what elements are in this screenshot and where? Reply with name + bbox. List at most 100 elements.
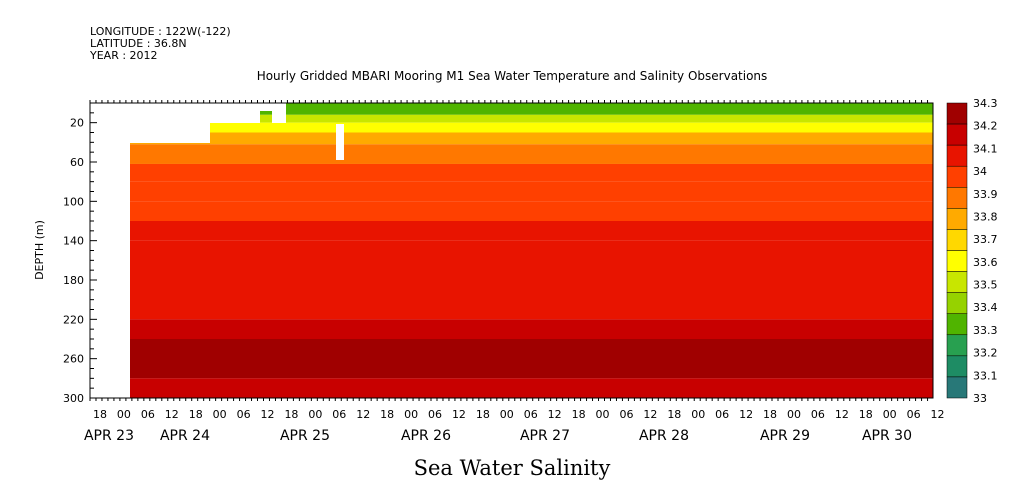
y-tick-label: 300: [63, 392, 84, 405]
x-hour-label: 12: [261, 408, 275, 421]
missing-data-regions: [90, 103, 344, 398]
salinity-band: [90, 280, 933, 320]
y-tick-label: 60: [70, 156, 84, 169]
colorbar-swatch: [946, 187, 968, 209]
x-hour-label: 12: [931, 408, 945, 421]
missing-data-block: [272, 103, 286, 123]
x-hour-label: 00: [308, 408, 322, 421]
x-axis: 18 00 06 12 18 00 06 12 18 00 06 12 18 00 06 12 18 00 06 12…: [84, 100, 945, 444]
colorbar: 34.3 34.2 34.1 34 33.9 33.8 33.7 33.6 33.5 33.4 33…: [946, 97, 998, 405]
x-hour-label: 12: [165, 408, 179, 421]
y-tick-label: 20: [70, 117, 84, 130]
x-hour-label: 00: [787, 408, 801, 421]
x-date-label: APR 29: [760, 428, 810, 444]
colorbar-swatch: [946, 313, 968, 336]
x-hour-label: 12: [452, 408, 466, 421]
salinity-band: [90, 114, 933, 123]
colorbar-label: 34.1: [973, 142, 998, 155]
x-date-label: APR 23: [84, 428, 134, 444]
y-tick-label: 100: [63, 195, 84, 208]
x-hour-label: 06: [811, 408, 825, 421]
colorbar-label: 33: [973, 392, 987, 405]
salinity-band: [90, 201, 933, 221]
x-hour-label: 18: [572, 408, 586, 421]
x-hour-label: 00: [117, 408, 131, 421]
y-tick-label: 140: [63, 235, 84, 248]
missing-data-block: [210, 103, 260, 123]
y-tick-label: 220: [63, 313, 84, 326]
x-hour-label: 06: [332, 408, 346, 421]
x-date-label: APR 28: [639, 428, 689, 444]
y-tick-label: 180: [63, 274, 84, 287]
x-hour-label: 12: [835, 408, 849, 421]
y-axis: 20 60 100 140 180 220 260 300: [63, 102, 97, 405]
x-date-label: APR 26: [401, 428, 451, 444]
colorbar-swatch: [946, 376, 968, 399]
x-hour-label: 00: [691, 408, 705, 421]
salinity-field: [90, 103, 933, 398]
missing-data-block: [130, 103, 210, 143]
x-date-label: APR 25: [280, 428, 330, 444]
x-hour-label: 12: [356, 408, 370, 421]
y-axis-label: DEPTH (m): [33, 220, 46, 280]
year-label: YEAR : 2012: [89, 49, 158, 62]
x-hour-label: 18: [476, 408, 490, 421]
x-hour-label: 06: [907, 408, 921, 421]
missing-data-block: [90, 103, 130, 398]
salinity-band: [90, 339, 933, 379]
chart-title: Hourly Gridded MBARI Mooring M1 Sea Wate…: [257, 69, 768, 83]
colorbar-label: 33.5: [973, 279, 998, 292]
x-hour-label: 18: [93, 408, 107, 421]
x-hour-label: 12: [643, 408, 657, 421]
x-hour-label: 00: [500, 408, 514, 421]
colorbar-label: 34.2: [973, 120, 998, 133]
salinity-band: [90, 144, 933, 164]
salinity-band: [90, 240, 933, 280]
salinity-band: [90, 378, 933, 398]
colorbar-swatch: [946, 229, 968, 251]
colorbar-swatch: [946, 102, 968, 125]
x-hour-label: 18: [189, 408, 203, 421]
x-hour-label: 06: [524, 408, 538, 421]
x-hour-label: 18: [284, 408, 298, 421]
x-date-label: APR 30: [862, 428, 912, 444]
colorbar-swatch: [946, 165, 968, 188]
y-tick-label: 260: [63, 353, 84, 366]
colorbar-label: 34.3: [973, 97, 998, 110]
salinity-band: [90, 163, 933, 182]
salinity-band: [90, 319, 933, 339]
x-hour-label: 06: [715, 408, 729, 421]
x-hour-label: 06: [237, 408, 251, 421]
x-hour-label: 06: [141, 408, 155, 421]
salinity-band: [90, 181, 933, 202]
x-hour-label: 12: [739, 408, 753, 421]
latitude-label: LATITUDE : 36.8N: [90, 37, 187, 50]
x-hour-label: 18: [667, 408, 681, 421]
colorbar-swatch: [946, 271, 968, 293]
missing-data-block: [260, 103, 272, 111]
x-date-label: APR 24: [160, 428, 210, 444]
colorbar-swatch: [946, 292, 968, 314]
salinity-band: [90, 132, 933, 145]
x-hour-label: 00: [883, 408, 897, 421]
colorbar-label: 33.7: [973, 233, 998, 246]
x-hour-label: 18: [859, 408, 873, 421]
salinity-band: [90, 103, 933, 115]
salinity-band: [90, 122, 933, 133]
x-hour-label: 12: [548, 408, 562, 421]
salinity-band: [90, 221, 933, 241]
missing-data-block: [336, 124, 344, 160]
colorbar-swatch: [946, 123, 968, 146]
colorbar-swatch: [946, 355, 968, 378]
x-hour-label: 00: [596, 408, 610, 421]
colorbar-swatch: [946, 208, 968, 230]
colorbar-label: 33.4: [973, 301, 998, 314]
x-hour-label: 00: [213, 408, 227, 421]
x-hour-label: 06: [428, 408, 442, 421]
colorbar-label: 33.9: [973, 188, 998, 201]
x-hour-label: 00: [404, 408, 418, 421]
x-hour-label: 18: [380, 408, 394, 421]
colorbar-label: 33.2: [973, 347, 998, 360]
colorbar-swatch: [946, 334, 968, 357]
